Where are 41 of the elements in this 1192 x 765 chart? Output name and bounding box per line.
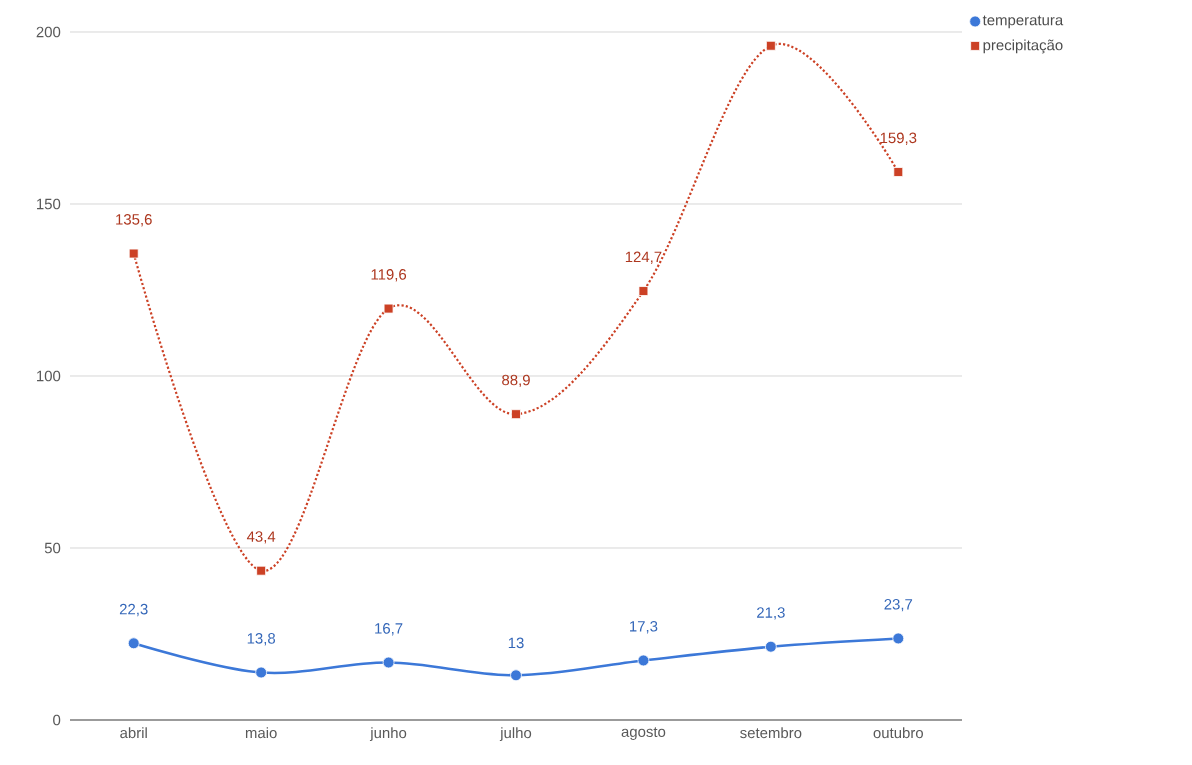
y-tick-label: 0 xyxy=(53,714,61,726)
x-tick-label: abril xyxy=(120,727,147,739)
legend-label: precipitação xyxy=(983,39,1063,54)
point xyxy=(893,167,904,177)
legend-label: temperatura xyxy=(982,15,1064,29)
point xyxy=(255,666,268,679)
point xyxy=(764,640,777,653)
y-tick-label: 50 xyxy=(44,542,61,554)
point xyxy=(765,40,776,51)
point xyxy=(511,409,521,420)
point xyxy=(637,654,650,667)
data-label: 23,7 xyxy=(884,599,913,612)
point xyxy=(256,565,267,576)
x-tick-label: maio xyxy=(245,727,277,739)
data-label: 88,9 xyxy=(502,374,530,388)
x-tick-label: outubro xyxy=(873,727,923,739)
y-tick-label: 150 xyxy=(37,198,61,210)
x-tick-label: julho xyxy=(499,727,532,742)
y-tick-label: 100 xyxy=(37,370,61,382)
data-label: 17,3 xyxy=(630,621,658,634)
point xyxy=(383,303,394,314)
data-label: 124,7 xyxy=(625,251,662,264)
data-label: 159,3 xyxy=(880,132,917,145)
point xyxy=(638,286,649,296)
data-label: 13,8 xyxy=(247,633,276,646)
point xyxy=(127,637,140,650)
x-tick-label: setembro xyxy=(740,727,802,739)
point xyxy=(892,632,905,645)
data-label: 22,3 xyxy=(119,603,148,617)
data-label: 135,6 xyxy=(116,214,152,227)
x-tick-label: junho xyxy=(369,727,407,742)
point xyxy=(382,656,395,669)
data-label: 119,6 xyxy=(371,269,407,282)
y-tick-label: 200 xyxy=(36,26,61,38)
data-label: 13 xyxy=(508,637,524,649)
data-label: 21,3 xyxy=(757,607,785,620)
point xyxy=(510,669,522,682)
data-label: 43,4 xyxy=(246,531,276,544)
data-label: 16,7 xyxy=(375,623,403,636)
point xyxy=(128,248,139,259)
x-tick-label: agosto xyxy=(621,727,666,740)
